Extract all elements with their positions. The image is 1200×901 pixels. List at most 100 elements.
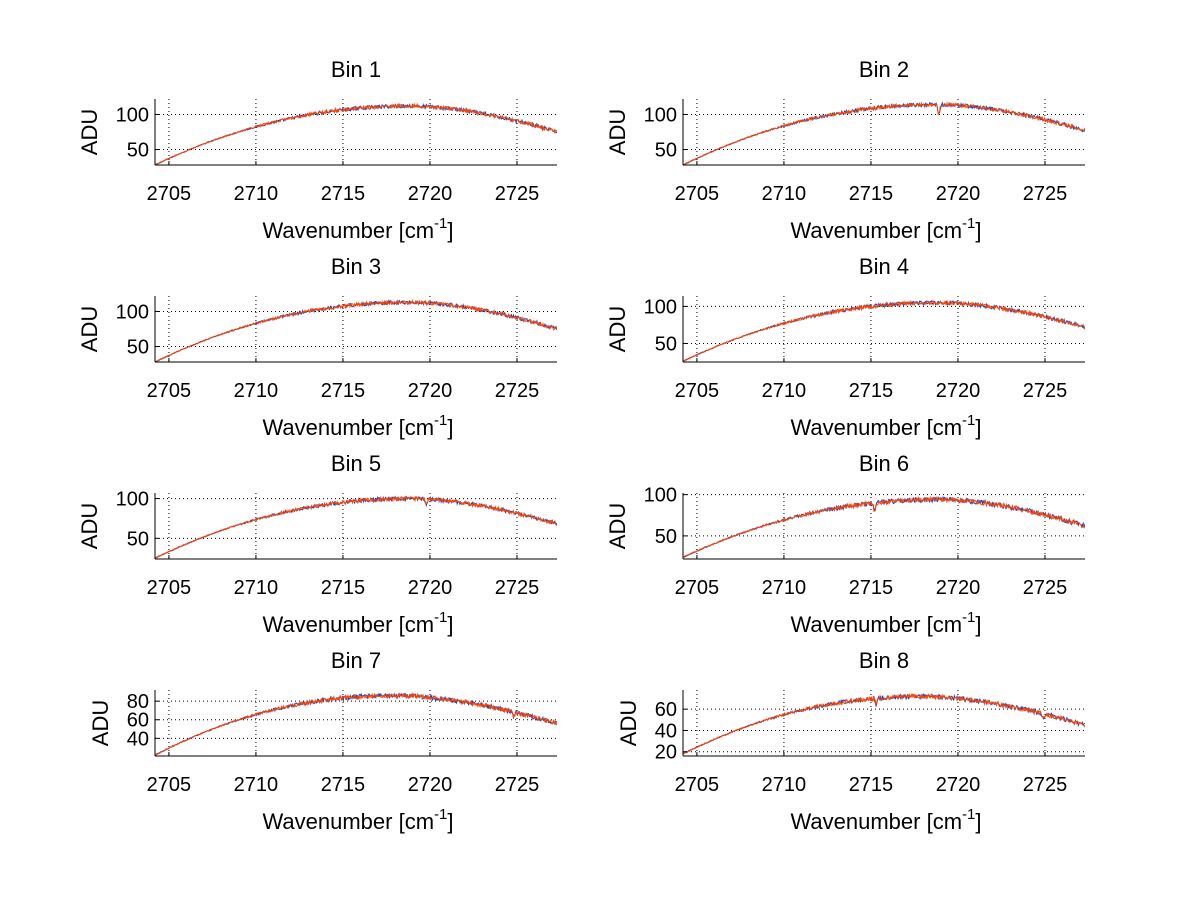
subplot-title: Bin 1 xyxy=(331,57,381,82)
x-tick-label: 2720 xyxy=(936,380,981,402)
x-tick-label: 2720 xyxy=(936,774,981,796)
spectrum-line-red xyxy=(155,102,557,165)
x-tick-label: 2715 xyxy=(321,380,366,402)
x-tick-label: 2715 xyxy=(849,774,894,796)
x-tick-label: 2715 xyxy=(849,577,894,599)
subplot-title: Bin 6 xyxy=(859,451,909,476)
x-tick-label: 2725 xyxy=(1023,380,1068,402)
x-tick-label: 2710 xyxy=(234,183,279,205)
x-axis-label: Wavenumber [cm-1] xyxy=(790,215,981,243)
x-tick-label: 2710 xyxy=(762,774,807,796)
x-tick-label: 2715 xyxy=(321,183,366,205)
subplot-title: Bin 3 xyxy=(331,254,381,279)
x-axis-label: Wavenumber [cm-1] xyxy=(790,806,981,834)
y-axis-label: ADU xyxy=(77,306,102,352)
subplot-title: Bin 4 xyxy=(859,254,909,279)
x-tick-label: 2710 xyxy=(234,380,279,402)
subplot-bin-3: 2705 2710 2715 2720 2725 50 100 Bin 3 Wavenumber… xyxy=(77,254,557,440)
y-tick-label: 20 xyxy=(655,742,677,764)
x-tick-label: 2715 xyxy=(321,774,366,796)
y-axis-label: ADU xyxy=(77,503,102,549)
spectrum-line-red xyxy=(155,692,557,756)
y-tick-label: 100 xyxy=(116,104,149,126)
x-tick-label: 2705 xyxy=(675,183,720,205)
x-tick-label: 2720 xyxy=(408,380,453,402)
x-axis-label: Wavenumber [cm-1] xyxy=(790,609,981,637)
y-axis-label: ADU xyxy=(605,503,630,549)
y-tick-label: 40 xyxy=(655,720,677,742)
y-tick-label: 100 xyxy=(644,485,677,507)
y-tick-label: 80 xyxy=(127,691,149,713)
spectrum-line-blue xyxy=(683,495,1085,558)
y-tick-label: 50 xyxy=(127,337,149,359)
y-axis-label: ADU xyxy=(605,306,630,352)
x-axis-label: Wavenumber [cm-1] xyxy=(262,609,453,637)
x-tick-label: 2725 xyxy=(1023,774,1068,796)
x-tick-label: 2725 xyxy=(495,183,540,205)
x-tick-label: 2725 xyxy=(1023,577,1068,599)
subplot-title: Bin 7 xyxy=(331,648,381,673)
x-tick-label: 2705 xyxy=(147,577,192,599)
subplot-title: Bin 5 xyxy=(331,451,381,476)
x-tick-label: 2710 xyxy=(762,577,807,599)
y-axis-label: ADU xyxy=(616,700,641,746)
subplot-bin-1: 2705 2710 2715 2720 2725 50 100 Bin 1 Wavenumber… xyxy=(77,57,557,243)
y-tick-label: 40 xyxy=(127,728,149,750)
x-axis-label: Wavenumber [cm-1] xyxy=(790,412,981,440)
x-tick-label: 2720 xyxy=(408,774,453,796)
y-tick-label: 60 xyxy=(655,699,677,721)
x-tick-label: 2725 xyxy=(495,380,540,402)
spectrum-line-blue xyxy=(683,693,1085,755)
y-tick-label: 50 xyxy=(655,333,677,355)
spectrum-line-blue xyxy=(155,692,557,756)
y-tick-label: 60 xyxy=(127,710,149,732)
x-tick-label: 2725 xyxy=(495,577,540,599)
x-tick-label: 2705 xyxy=(675,577,720,599)
subplot-title: Bin 8 xyxy=(859,648,909,673)
x-tick-label: 2720 xyxy=(936,577,981,599)
x-axis-label: Wavenumber [cm-1] xyxy=(262,412,453,440)
x-tick-label: 2705 xyxy=(147,774,192,796)
x-tick-label: 2710 xyxy=(762,183,807,205)
subplot-bin-2: 2705 2710 2715 2720 2725 50 100 Bin 2 Wavenumber… xyxy=(605,57,1085,243)
y-tick-label: 50 xyxy=(655,526,677,548)
x-tick-label: 2710 xyxy=(234,774,279,796)
spectrum-line-blue xyxy=(155,495,557,559)
x-tick-label: 2725 xyxy=(495,774,540,796)
x-tick-label: 2710 xyxy=(762,380,807,402)
spectrum-line-red xyxy=(155,495,557,559)
subplot-bin-4: 2705 2710 2715 2720 2725 50 100 Bin 4 Wavenumber… xyxy=(605,254,1085,440)
x-tick-label: 2720 xyxy=(936,183,981,205)
x-tick-label: 2705 xyxy=(147,183,192,205)
y-axis-label: ADU xyxy=(605,109,630,155)
x-tick-label: 2705 xyxy=(675,774,720,796)
spectrum-line-blue xyxy=(155,102,557,165)
x-tick-label: 2715 xyxy=(849,380,894,402)
x-tick-label: 2715 xyxy=(321,577,366,599)
y-tick-label: 100 xyxy=(116,489,149,511)
x-axis-label: Wavenumber [cm-1] xyxy=(262,806,453,834)
spectrum-line-red xyxy=(683,299,1085,362)
y-axis-label: ADU xyxy=(77,109,102,155)
subplot-bin-6: 2705 2710 2715 2720 2725 50 100 Bin 6 Wavenumber… xyxy=(605,451,1085,637)
spectrum-line-red xyxy=(683,495,1085,558)
spectrum-line-blue xyxy=(155,299,557,362)
x-tick-label: 2720 xyxy=(408,577,453,599)
spectrum-line-blue xyxy=(683,299,1085,362)
spectrum-line-red xyxy=(683,692,1085,755)
x-tick-label: 2720 xyxy=(408,183,453,205)
y-tick-label: 100 xyxy=(116,301,149,323)
y-tick-label: 100 xyxy=(644,104,677,126)
x-tick-label: 2725 xyxy=(1023,183,1068,205)
x-tick-label: 2715 xyxy=(849,183,894,205)
subplot-bin-5: 2705 2710 2715 2720 2725 50 100 Bin 5 Wavenumber… xyxy=(77,451,557,637)
x-tick-label: 2705 xyxy=(147,380,192,402)
subplot-title: Bin 2 xyxy=(859,57,909,82)
x-tick-label: 2705 xyxy=(675,380,720,402)
spectrum-line-red xyxy=(683,101,1085,165)
x-axis-label: Wavenumber [cm-1] xyxy=(262,215,453,243)
spectrum-line-red xyxy=(155,298,557,362)
y-tick-label: 50 xyxy=(127,528,149,550)
